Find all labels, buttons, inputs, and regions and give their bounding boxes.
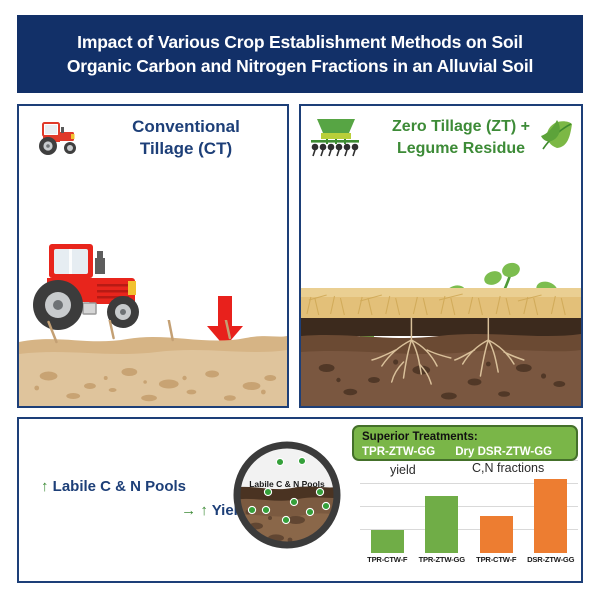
chart-annotation-yield: yield (390, 463, 416, 477)
bar-slot (469, 461, 524, 553)
gridline (360, 483, 578, 484)
gridline (360, 529, 578, 530)
seed-drill-icon (311, 119, 359, 157)
superior-treatment-1: TPR-ZTW-GG (362, 446, 436, 458)
panel-conventional-tillage: Conventional Tillage (CT) (17, 104, 289, 408)
superior-treatments-title: Superior Treatments: (362, 431, 478, 443)
tractor-icon (39, 122, 76, 155)
gridline (360, 506, 578, 507)
page-title-line-2: Organic Carbon and Nitrogen Fractions in… (66, 56, 534, 76)
bar (370, 530, 404, 553)
residue-and-soil-illustration (301, 288, 581, 406)
results-bar-chart: yield C,N fractions TPR-CTW-F TPR-ZTW-GG T… (356, 459, 580, 581)
title-banner: Impact of Various Crop Establishment Met… (17, 15, 583, 93)
panel-zero-tillage: Zero Tillage (ZT) + Legume Residue High … (299, 104, 583, 408)
up-arrow-2: ↑ (200, 502, 208, 519)
pools-line-2: → ↑ Yield (41, 499, 251, 523)
chart-x-axis-labels: TPR-CTW-F TPR-ZTW-GG TPR-CTW-F DSR-ZTW-GG (360, 555, 578, 564)
bar (425, 495, 459, 553)
panel-summary: ↑ Labile C & N Pools → ↑ Yield (17, 417, 583, 583)
leaf-icon (541, 120, 572, 150)
superior-treatment-2: Dry DSR-ZTW-GG (455, 446, 553, 458)
pools-line-1: ↑ Labile C & N Pools (41, 475, 251, 499)
tractor-large-icon (33, 244, 139, 330)
pools-line-1-text: Labile C & N Pools (48, 478, 187, 495)
ct-heading-line-2: Tillage (CT) (139, 139, 233, 158)
bar (534, 479, 568, 553)
chart-bars (360, 461, 578, 553)
zt-heading: Zero Tillage (ZT) + Legume Residue (361, 116, 561, 160)
x-axis-label: TPR-CTW-F (367, 555, 408, 564)
right-arrow-icon: → (181, 502, 197, 519)
superior-treatments-list: TPR-ZTW-GG Dry DSR-ZTW-GG (362, 445, 576, 459)
zt-heading-line-1: Zero Tillage (ZT) + (392, 118, 530, 135)
up-arrow-1: ↑ (41, 478, 49, 495)
zt-heading-line-2: Legume Residue (396, 140, 526, 157)
labile-pools-statement: ↑ Labile C & N Pools → ↑ Yield (41, 475, 251, 523)
ct-heading-line-1: Conventional (132, 117, 240, 136)
x-axis-label: TPR-ZTW-GG (418, 555, 466, 564)
bar-slot (415, 461, 470, 553)
bar (479, 516, 513, 553)
chart-plot-area (360, 460, 578, 553)
soil-magnifier-icon: Labile C & N Pools (232, 440, 342, 550)
chart-annotation-cn: C,N fractions (472, 461, 545, 475)
page-title-line-1: Impact of Various Crop Establishment Met… (77, 32, 523, 52)
bar-slot (360, 461, 415, 553)
bar-slot (524, 461, 579, 553)
superior-treatments-box: Superior Treatments: TPR-ZTW-GG Dry DSR-… (352, 425, 578, 461)
fallow-soil-illustration (19, 320, 287, 406)
x-axis-label: DSR-ZTW-GG (527, 555, 575, 564)
x-axis-label: TPR-CTW-F (476, 555, 517, 564)
ct-heading: Conventional Tillage (CT) (91, 116, 281, 160)
